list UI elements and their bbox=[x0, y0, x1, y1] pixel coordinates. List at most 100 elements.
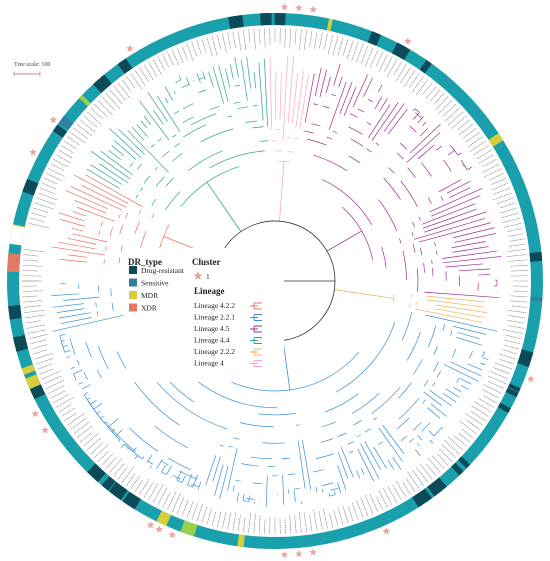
branch bbox=[73, 174, 129, 204]
tree-scale: Tree scale: 100 bbox=[13, 62, 50, 77]
branch-arc bbox=[322, 105, 330, 109]
lineage-label: Lineage 4 bbox=[194, 359, 224, 368]
branch bbox=[428, 430, 435, 437]
branch bbox=[52, 314, 124, 332]
branch-arc bbox=[183, 124, 207, 138]
leaf-label bbox=[58, 404, 71, 413]
dr-swatch bbox=[129, 291, 137, 299]
branch-arc bbox=[320, 438, 334, 443]
branch bbox=[202, 71, 206, 81]
dr-type-items: Drug-resistant Sensitive MDR XDR bbox=[129, 266, 185, 313]
leaf-label bbox=[130, 73, 142, 90]
branch-arc bbox=[415, 302, 417, 306]
branch bbox=[423, 391, 443, 406]
leaf-label bbox=[383, 488, 393, 506]
leaf-label bbox=[22, 295, 38, 298]
leaf-label bbox=[386, 59, 398, 77]
leaf-label bbox=[478, 154, 495, 164]
leaf-label bbox=[139, 67, 149, 82]
branch bbox=[480, 362, 486, 366]
branch bbox=[357, 448, 375, 482]
leaf-label bbox=[360, 45, 369, 64]
branch bbox=[60, 218, 85, 227]
dr-type-ring-segment bbox=[237, 534, 245, 548]
leaf-label bbox=[90, 107, 103, 120]
leaf-label bbox=[352, 502, 359, 521]
branch-arc bbox=[295, 424, 300, 426]
branch-arc bbox=[162, 150, 170, 158]
branch bbox=[425, 314, 498, 332]
leaf-label bbox=[152, 484, 164, 503]
leaf-label bbox=[29, 217, 44, 222]
leaf-label bbox=[186, 501, 194, 519]
branch bbox=[109, 128, 142, 159]
leaf-label bbox=[484, 168, 502, 178]
branch bbox=[164, 86, 174, 101]
branch-arc bbox=[315, 453, 334, 460]
branch-arc bbox=[150, 144, 155, 148]
branch-arc bbox=[281, 457, 291, 460]
leaf-label bbox=[126, 76, 136, 89]
branch-arc bbox=[442, 324, 446, 331]
branch-arc bbox=[209, 150, 265, 169]
branch-arc bbox=[252, 105, 258, 107]
leaf-label bbox=[474, 401, 492, 413]
dr-type-ring-segment bbox=[13, 334, 29, 352]
branch bbox=[431, 195, 481, 217]
leaf-label bbox=[284, 518, 286, 534]
branch bbox=[457, 152, 462, 156]
leaf-label bbox=[444, 440, 460, 455]
branch-arc bbox=[418, 216, 421, 221]
branch-arc bbox=[156, 381, 228, 430]
leaf-label bbox=[50, 163, 65, 171]
leaf-label bbox=[171, 49, 180, 66]
leaf-label bbox=[405, 478, 416, 492]
leaf-label bbox=[459, 123, 474, 136]
branch bbox=[435, 304, 488, 314]
branch bbox=[258, 62, 264, 121]
leaf-label bbox=[466, 132, 480, 143]
branch bbox=[224, 68, 231, 88]
branch bbox=[282, 474, 285, 505]
leaf-label bbox=[342, 38, 349, 56]
leaf-label bbox=[45, 380, 65, 389]
branch bbox=[269, 56, 273, 130]
leaf-label bbox=[176, 497, 185, 515]
lineage-branch-icon bbox=[250, 348, 262, 356]
leaf-label bbox=[29, 339, 47, 345]
leaf-label bbox=[473, 145, 489, 156]
branch bbox=[339, 81, 353, 114]
branch bbox=[459, 268, 491, 272]
dr-label: Drug-resistant bbox=[141, 266, 185, 275]
branch bbox=[78, 381, 83, 385]
branch-arc bbox=[287, 151, 295, 153]
branch bbox=[454, 233, 496, 243]
leaf-label bbox=[27, 329, 46, 334]
branch bbox=[295, 70, 304, 129]
leaf-label bbox=[369, 494, 379, 513]
branch bbox=[139, 100, 170, 141]
leaf-label bbox=[134, 70, 146, 86]
branch bbox=[115, 429, 123, 437]
leaf-label bbox=[253, 28, 256, 50]
branch bbox=[52, 303, 84, 308]
branch bbox=[297, 440, 306, 489]
leaf-label bbox=[507, 320, 525, 324]
leaf-label bbox=[253, 513, 256, 534]
branch bbox=[58, 241, 96, 250]
branch bbox=[156, 95, 181, 132]
branch-arc bbox=[136, 164, 142, 170]
leaf-label bbox=[309, 515, 313, 532]
branch bbox=[424, 211, 487, 233]
branch bbox=[467, 363, 483, 371]
branch-arc bbox=[147, 460, 153, 465]
leaf-label bbox=[23, 305, 42, 308]
branch-arc bbox=[322, 421, 337, 428]
branch-arc bbox=[234, 84, 240, 87]
cluster-star-icon bbox=[295, 550, 303, 558]
leaf-label bbox=[400, 67, 411, 84]
leaf-label bbox=[303, 29, 307, 50]
root-arc bbox=[218, 220, 336, 341]
branch-arc bbox=[182, 116, 194, 123]
dr-type-ring-segment bbox=[530, 296, 543, 302]
